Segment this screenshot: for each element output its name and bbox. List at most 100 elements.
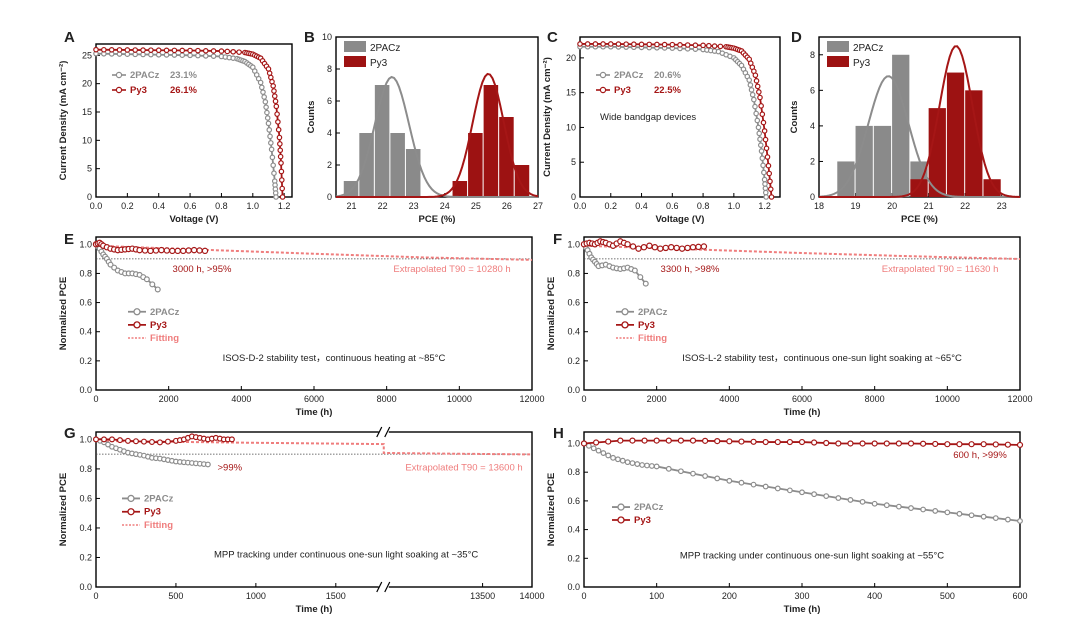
series-py3-point [1016,441,1024,449]
jv-2pacz-point [762,181,768,187]
y-tick-label: 0 [87,192,92,202]
series-2pacz-point [702,473,709,479]
series-py3-point [689,437,697,444]
jv-2pacz-point [266,127,273,133]
series-py3-point [895,440,902,447]
series-py3-legend-marker [617,516,625,524]
series-2pacz-point [595,447,602,454]
series-py3-point [190,246,198,254]
x-tick-label: 500 [940,591,955,601]
jv-2pacz-point [259,84,265,91]
y-tick-label: 0.8 [79,268,92,278]
series-2pacz-point [665,465,672,472]
y-tick-label: 10 [82,135,92,145]
x-axis-title: Time (h) [296,604,333,615]
series-2pacz-point [143,276,150,283]
y-tick-label: 0.2 [567,356,580,366]
series-py3-point [141,247,149,254]
jv-py3-point [706,42,712,49]
legend-marker [599,71,607,79]
series-2pacz-point [774,485,781,492]
histogram-bar [359,133,374,197]
series-py3-legend-label: Py3 [634,515,651,526]
jv-2pacz-point [759,155,766,162]
series-2pacz-point [590,445,597,452]
extrapolated-t90-label: Extrapolated T90 = 11630 h [882,264,999,275]
series-2pacz-point [811,491,818,498]
legend-label: Py3 [614,85,631,96]
y-tick-label: 0.4 [79,327,92,337]
series-2pacz-point [205,461,211,468]
x-axis-title: PCE (%) [901,214,938,225]
y-tick-label: 0.6 [79,298,92,308]
histogram-bar [374,85,390,197]
jv-2pacz-point [195,52,201,59]
x-tick-label: 10000 [447,394,472,404]
series-py3-point [871,440,878,447]
series-py3-legend-marker [133,321,141,329]
jv-py3-point [753,78,760,84]
y-tick-label: 1.0 [567,438,580,448]
jv-py3-point [766,170,773,177]
jv-py3-point [767,178,773,185]
axis-break-gap [378,426,389,438]
jv-2pacz-point [271,170,277,177]
x-axis-title: Time (h) [784,407,821,418]
x-tick-label: 200 [722,591,737,601]
y-axis-title: Counts [306,101,317,134]
x-tick-label: 24 [440,201,450,211]
plot-a: 0.0 0.2 0.4 0.6 0.8 1.0 1.2 0 5 10 15 20 25 Voltage (… [58,43,293,225]
jv-py3-point [279,194,286,200]
y-tick-label: 0 [810,192,815,202]
series-py3-point [617,437,624,444]
jv-py3-point [759,111,766,118]
series-py3-point [657,245,664,252]
series-py3-point [968,441,975,448]
jv-py3-point [763,145,770,152]
plot-frame-a [95,43,293,198]
y-axis-title: Current Density (mA cm⁻²) [58,61,69,181]
panel-letter-a: A [64,29,75,46]
series-py3-point [179,247,187,255]
x-tick-label: 1.2 [758,201,771,211]
x-axis-title: Voltage (V) [170,214,219,225]
jv-py3-point [271,93,278,99]
series-py3-point [762,438,769,446]
series-py3-point [580,440,588,447]
jv-py3-point [278,168,285,175]
y-tick-label: 10 [566,122,576,132]
y-tick-label: 0.2 [567,553,580,563]
x-tick-label: 18 [814,201,824,211]
series-py3-point [678,245,686,252]
jv-py3-point [764,154,771,160]
axis-break-mark [376,426,383,438]
x-tick-label: 22 [960,201,970,211]
x-tick-label: 0.6 [184,201,197,211]
y-tick-label: 0.4 [79,523,92,533]
gaussian-fit-py3 [819,45,1021,198]
jv-py3-point [279,185,286,192]
series-py3-point [147,247,154,255]
series-py3-point [624,241,631,248]
jv-py3-point [600,41,606,47]
series-py3-point [700,243,708,250]
legend-marker [115,86,123,94]
fitting-legend-label: Fitting [638,333,667,344]
y-tick-label: 8 [327,64,332,74]
series-2pacz-point [956,510,963,517]
legend-swatch [827,56,849,67]
y-tick-label: 0 [327,192,332,202]
jv-2pacz-point [264,115,271,121]
series-py3-point [641,437,648,444]
y-tick-label: 0.2 [79,552,92,562]
panel-annotation: MPP tracking under continuous one-sun li… [214,549,478,560]
y-tick-label: 8 [810,50,815,60]
series-py3-point [605,438,612,445]
series-2pacz-point [610,454,616,461]
y-tick-label: 0.4 [567,525,580,535]
series-2pacz-point [600,450,607,456]
y-tick-label: 2 [810,156,815,166]
series-py3-point [646,242,653,249]
